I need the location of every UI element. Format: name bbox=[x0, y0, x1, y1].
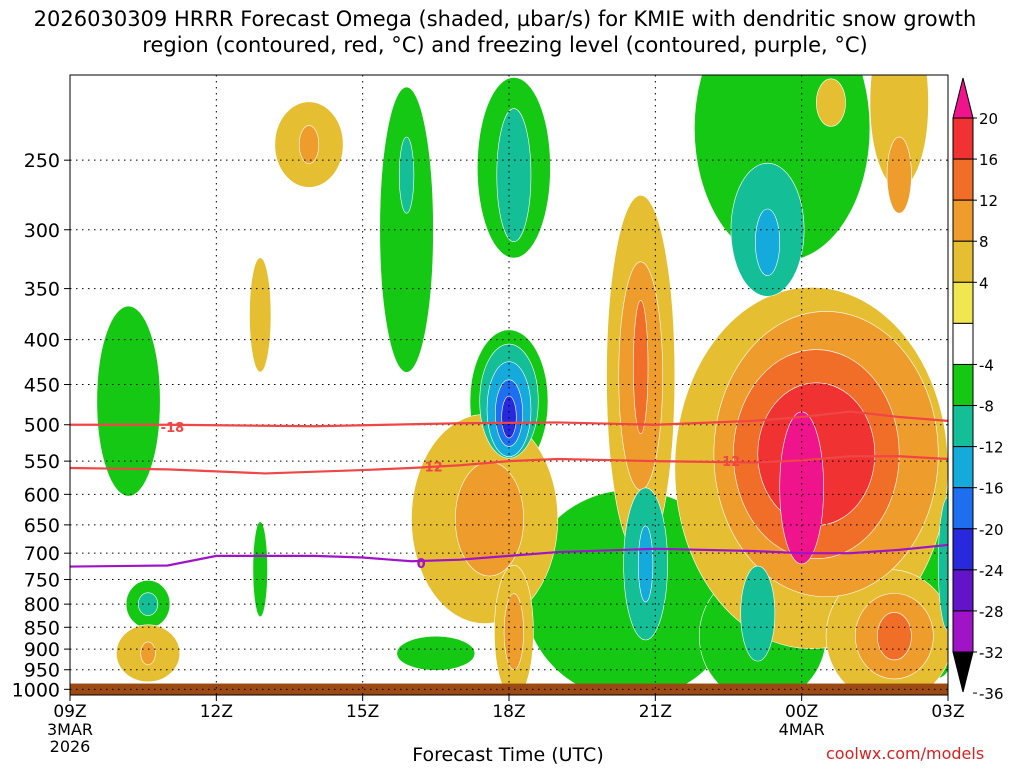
colorbar-bin bbox=[952, 528, 974, 571]
omega-region bbox=[96, 305, 161, 497]
contour-freezing-level bbox=[70, 543, 948, 568]
y-tick-label: 850 bbox=[24, 617, 60, 639]
omega-region bbox=[396, 635, 476, 671]
colorbar-label: -4 bbox=[979, 356, 994, 374]
y-tick-label: 1000 bbox=[12, 679, 60, 701]
y-tick-label: 750 bbox=[24, 570, 60, 592]
colorbar-label: -28 bbox=[979, 603, 1004, 621]
colorbar-label: -24 bbox=[979, 562, 1004, 580]
colorbar-label: 16 bbox=[979, 151, 998, 169]
pressure-axis: 2503003504004505005506006507007508008509… bbox=[12, 150, 70, 701]
colorbar-label: 12 bbox=[979, 192, 998, 210]
omega-region bbox=[398, 136, 415, 214]
y-tick-label: 950 bbox=[24, 660, 60, 682]
chart-title: 2026030309 HRRR Forecast Omega (shaded, … bbox=[33, 7, 977, 57]
y-tick-label: 500 bbox=[24, 415, 60, 437]
contour-label: -12 bbox=[419, 461, 443, 476]
y-tick-label: 400 bbox=[24, 330, 60, 352]
y-tick-label: 650 bbox=[24, 515, 60, 537]
colorbar-bin bbox=[952, 281, 974, 324]
colorbar-label: -36 bbox=[979, 685, 1004, 703]
colorbar-bin bbox=[952, 363, 974, 407]
omega-region bbox=[496, 108, 532, 243]
colorbar-bin bbox=[952, 446, 974, 489]
contour-label: -12 bbox=[717, 455, 741, 470]
y-tick-label: 350 bbox=[24, 279, 60, 301]
colorbar-label: 8 bbox=[979, 233, 989, 251]
x-tick-sublabel: 2026 bbox=[50, 737, 91, 756]
contour-label: -18 bbox=[161, 421, 185, 436]
omega-region bbox=[633, 300, 649, 435]
omega-region bbox=[815, 78, 846, 127]
colorbar-bin bbox=[952, 487, 974, 530]
colorbar-bin bbox=[952, 569, 974, 612]
omega-region bbox=[740, 565, 776, 662]
omega-region bbox=[637, 525, 654, 603]
y-tick-label: 900 bbox=[24, 639, 60, 661]
colorbar-bin bbox=[952, 117, 974, 160]
omega-region bbox=[252, 521, 268, 618]
y-tick-label: 600 bbox=[24, 484, 60, 506]
y-tick-label: 800 bbox=[24, 594, 60, 616]
colorbar-label: -32 bbox=[979, 644, 1004, 662]
colorbar-label: -8 bbox=[979, 398, 994, 416]
omega-region bbox=[886, 136, 912, 214]
omega-region bbox=[876, 612, 912, 661]
credit-text: coolwx.com/models bbox=[826, 744, 985, 763]
colorbar-bin bbox=[952, 405, 974, 448]
colorbar: 20 16 12 8 4 -4 -8 -12 -16 -20 -24 -28 -32 -36 bbox=[952, 77, 1004, 703]
omega-region bbox=[249, 257, 272, 373]
colorbar-label: 20 bbox=[979, 110, 998, 128]
x-tick-sublabel: 3MAR bbox=[47, 720, 93, 739]
x-tick-label: 12Z bbox=[200, 702, 233, 722]
omega-region bbox=[140, 641, 156, 666]
omega-region bbox=[298, 125, 320, 164]
x-tick-label: 03Z bbox=[931, 702, 964, 722]
y-tick-label: 550 bbox=[24, 451, 60, 473]
x-tick-label: 18Z bbox=[492, 702, 525, 722]
y-tick-label: 450 bbox=[24, 375, 60, 397]
colorbar-bin bbox=[952, 240, 974, 283]
colorbar-top-arrow bbox=[952, 77, 974, 119]
x-tick-label: 21Z bbox=[639, 702, 672, 722]
omega-region bbox=[503, 593, 524, 671]
colorbar-label: 4 bbox=[979, 274, 989, 292]
y-tick-label: 250 bbox=[24, 150, 60, 172]
contour-dgz-top bbox=[70, 410, 948, 428]
omega-region bbox=[755, 208, 781, 276]
colorbar-label: -20 bbox=[979, 521, 1004, 539]
colorbar-bin bbox=[952, 610, 974, 653]
x-tick-label: 00Z bbox=[785, 702, 818, 722]
contour-dgz-bottom bbox=[70, 455, 948, 475]
colorbar-label: -16 bbox=[979, 480, 1004, 498]
omega-region bbox=[779, 411, 824, 565]
colorbar-bin bbox=[952, 158, 974, 201]
colorbar-bottom-arrow bbox=[952, 651, 974, 693]
colorbar-label: -12 bbox=[979, 439, 1004, 457]
x-axis-label: Forecast Time (UTC) bbox=[412, 744, 604, 766]
contour-label: 0 bbox=[417, 557, 426, 572]
x-tick-label: 09Z bbox=[53, 702, 86, 722]
x-tick-label: 15Z bbox=[346, 702, 379, 722]
contour-lines: -18 -12 -12 0 bbox=[70, 410, 948, 572]
colorbar-bin bbox=[952, 199, 974, 242]
x-tick-sublabel: 4MAR bbox=[779, 720, 825, 739]
y-tick-label: 700 bbox=[24, 543, 60, 565]
omega-region bbox=[937, 497, 948, 631]
omega-shading bbox=[96, 75, 948, 695]
y-tick-label: 300 bbox=[24, 220, 60, 242]
colorbar-bin bbox=[952, 322, 974, 365]
